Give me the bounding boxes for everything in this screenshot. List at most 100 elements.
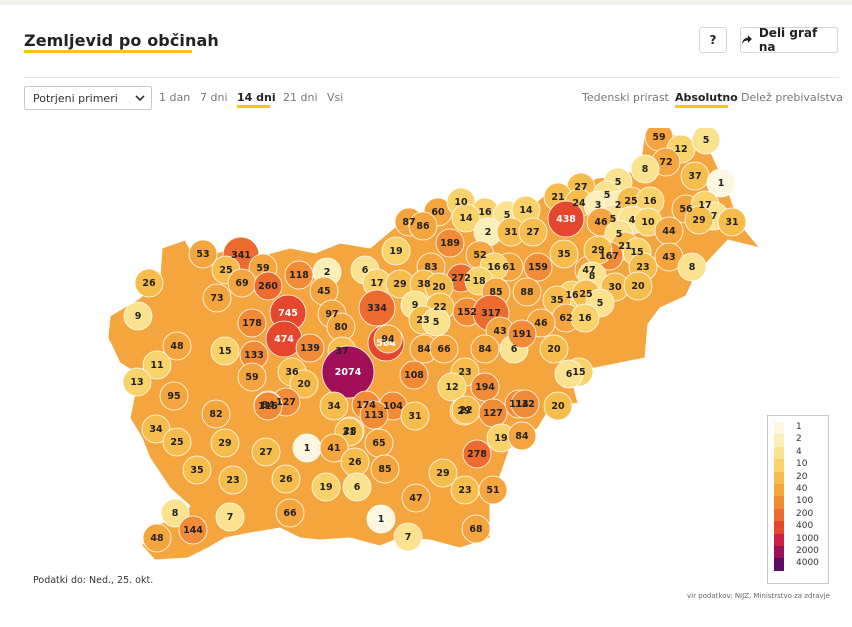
municipality-region[interactable]	[539, 334, 569, 364]
municipality-region[interactable]	[507, 319, 537, 349]
municipality-value-label: 31	[725, 217, 738, 228]
municipality-region[interactable]	[437, 372, 467, 402]
municipality-region[interactable]	[218, 465, 248, 495]
municipality-region[interactable]	[512, 277, 542, 307]
municipality-region[interactable]	[547, 200, 585, 238]
municipality-region[interactable]	[523, 252, 553, 282]
municipality-region[interactable]	[311, 472, 341, 502]
municipality-region[interactable]	[251, 437, 281, 467]
municipality-region[interactable]	[399, 360, 429, 390]
municipality-region[interactable]	[451, 203, 481, 233]
municipality-region[interactable]	[421, 307, 451, 337]
municipality-value-label: 20	[631, 281, 645, 292]
municipality-region[interactable]	[201, 399, 231, 429]
municipality-region[interactable]	[159, 381, 189, 411]
municipality-region[interactable]	[141, 414, 171, 444]
municipality-region[interactable]	[549, 239, 579, 269]
municipality-region[interactable]	[677, 252, 707, 282]
municipality-region[interactable]	[393, 522, 423, 552]
municipality-region[interactable]	[401, 483, 431, 513]
municipality-region[interactable]	[507, 421, 537, 451]
mode-weekly-growth[interactable]: Tedenski prirast	[582, 91, 669, 104]
municipality-region[interactable]	[461, 514, 491, 544]
municipality-value-label: 43	[493, 326, 506, 337]
municipality-region[interactable]	[359, 400, 389, 430]
municipality-region[interactable]	[134, 268, 164, 298]
municipality-region[interactable]	[253, 391, 283, 421]
municipality-region[interactable]	[319, 391, 349, 421]
municipality-region[interactable]	[630, 154, 660, 184]
municipality-region[interactable]	[429, 334, 459, 364]
municipality-region[interactable]	[510, 389, 540, 419]
municipality-region[interactable]	[210, 336, 240, 366]
municipality-region[interactable]	[543, 391, 573, 421]
period-21-days[interactable]: 21 dni	[283, 91, 318, 104]
legend-label: 10	[796, 459, 808, 470]
municipality-region[interactable]	[435, 228, 465, 258]
municipality-region[interactable]	[215, 502, 245, 532]
municipality-region[interactable]	[366, 504, 396, 534]
municipality-region[interactable]	[123, 301, 153, 331]
page-title: Zemljevid po občinah	[24, 31, 219, 50]
measure-select[interactable]: Potrjeni primeri	[24, 86, 152, 110]
legend-label: 40	[796, 484, 808, 494]
municipality-region[interactable]	[570, 303, 600, 333]
period-14-days[interactable]: 14 dni	[237, 91, 276, 104]
municipality-region[interactable]	[623, 271, 653, 301]
municipality-region[interactable]	[142, 523, 172, 553]
municipality-region[interactable]	[253, 271, 283, 301]
municipality-region[interactable]	[319, 433, 349, 463]
municipality-value-label: 59	[245, 372, 258, 383]
municipality-region[interactable]	[706, 168, 736, 198]
municipality-region[interactable]	[684, 205, 714, 235]
legend-label: 1000	[796, 533, 819, 544]
municipality-region[interactable]	[237, 362, 267, 392]
municipality-region[interactable]	[202, 283, 232, 313]
legend-label: 4000	[796, 558, 819, 569]
municipality-region[interactable]	[142, 350, 172, 380]
municipality-region[interactable]	[321, 345, 375, 399]
municipality-value-label: 27	[259, 447, 272, 458]
municipality-region[interactable]	[162, 427, 192, 457]
municipality-region[interactable]	[518, 217, 548, 247]
municipality-region[interactable]	[470, 334, 500, 364]
municipality-region[interactable]	[162, 331, 192, 361]
municipality-region[interactable]	[717, 207, 747, 237]
municipality-region[interactable]	[408, 211, 438, 241]
municipality-region[interactable]	[122, 367, 152, 397]
municipality-region[interactable]	[478, 475, 508, 505]
municipality-region[interactable]	[470, 372, 500, 402]
municipality-region[interactable]	[370, 454, 400, 484]
municipality-region[interactable]	[358, 289, 396, 327]
legend-swatch	[774, 434, 784, 448]
municipality-value-label: 34	[327, 401, 341, 412]
municipality-region[interactable]	[160, 498, 190, 528]
municipality-region[interactable]	[237, 308, 267, 338]
municipality-value-label: 272	[451, 273, 471, 284]
municipality-region[interactable]	[275, 498, 305, 528]
municipality-region[interactable]	[210, 428, 240, 458]
municipality-region[interactable]	[182, 455, 212, 485]
mode-absolute[interactable]: Absolutno	[675, 91, 738, 104]
municipality-region[interactable]	[342, 472, 372, 502]
municipality-value-label: 22	[459, 405, 472, 416]
municipality-region[interactable]	[373, 324, 403, 354]
municipality-region[interactable]	[400, 401, 430, 431]
period-all[interactable]: Vsi	[327, 91, 344, 104]
municipality-value-label: 84	[417, 344, 431, 355]
municipality-region[interactable]	[188, 239, 218, 269]
help-button[interactable]: ?	[699, 27, 727, 53]
municipality-region[interactable]	[295, 333, 325, 363]
municipality-region[interactable]	[462, 439, 492, 469]
share-button[interactable]: Deli graf na	[740, 26, 838, 54]
municipality-region[interactable]	[381, 236, 411, 266]
period-1-day[interactable]: 1 dan	[159, 91, 191, 104]
municipality-region[interactable]	[271, 464, 301, 494]
municipality-region[interactable]	[178, 515, 208, 545]
municipality-value-label: 35	[550, 295, 563, 306]
mode-population-share[interactable]: Delež prebivalstva	[741, 91, 844, 104]
period-7-days[interactable]: 7 dni	[200, 91, 228, 104]
municipality-region[interactable]	[554, 359, 584, 389]
municipality-region[interactable]	[289, 369, 319, 399]
municipality-region[interactable]	[428, 458, 458, 488]
